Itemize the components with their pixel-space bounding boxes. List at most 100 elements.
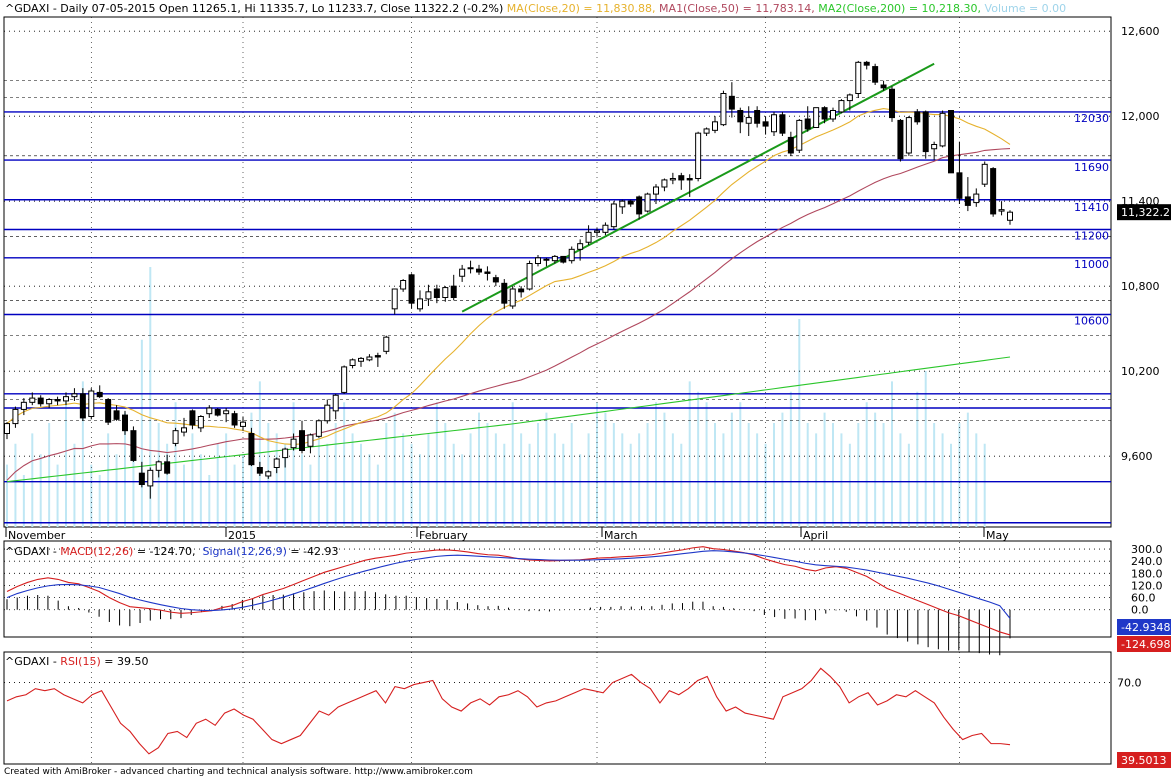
candle-up xyxy=(383,336,390,352)
candle-up xyxy=(4,423,10,435)
candle-up xyxy=(332,394,339,412)
candle-up xyxy=(796,119,803,151)
price-header: ^GDAXI - Daily 07-05-2015 Open 11265.1, … xyxy=(5,2,1066,15)
candle-up xyxy=(307,434,314,447)
support-label: 11000 xyxy=(1074,258,1109,271)
candle-down xyxy=(754,110,761,124)
macd-y-tick-label: 0.0 xyxy=(1131,604,1149,617)
macd-y-tick-label: 180.0 xyxy=(1131,567,1163,580)
candle-up xyxy=(720,93,727,126)
x-axis-label: March xyxy=(604,529,638,542)
candle-up xyxy=(543,258,550,261)
candle-up xyxy=(771,114,777,133)
macd-header: ^GDAXI - MACD(12,26) = -124.70, Signal(1… xyxy=(5,545,339,558)
candle-up xyxy=(745,117,752,124)
candle-down xyxy=(96,391,103,398)
candle-up xyxy=(981,163,988,185)
candle-up xyxy=(273,458,280,468)
ma20-line xyxy=(6,108,1011,445)
candle-up xyxy=(366,356,373,361)
macd-y-tick-label: 60.0 xyxy=(1131,592,1156,605)
candle-up xyxy=(594,230,600,233)
candle-down xyxy=(880,84,887,89)
candle-up xyxy=(703,128,710,134)
macd-value: = -124.70, xyxy=(133,545,203,558)
signal-line xyxy=(6,550,1011,619)
rsi-y-tick-label: 70.0 xyxy=(1117,677,1142,690)
candle-up xyxy=(391,288,398,310)
trend-line xyxy=(461,62,935,313)
candle-up xyxy=(830,110,836,120)
candle-down xyxy=(728,95,735,110)
candle-up xyxy=(661,179,668,188)
candle-down xyxy=(248,433,255,466)
candle-up xyxy=(147,469,154,487)
candle-up xyxy=(653,186,659,195)
candle-down xyxy=(138,472,145,485)
candle-up xyxy=(12,408,19,425)
candle-down xyxy=(889,88,895,119)
candle-down xyxy=(189,410,196,426)
candle-up xyxy=(585,231,592,243)
signal-value: = -42.93 xyxy=(286,545,339,558)
candle-down xyxy=(922,111,929,153)
candle-down xyxy=(37,397,44,405)
candle-down xyxy=(79,393,86,419)
candle-down xyxy=(627,200,634,205)
macd-y-tick-label: 120.0 xyxy=(1131,579,1163,592)
candle-up xyxy=(838,100,845,113)
candle-up xyxy=(619,200,626,208)
candle-up xyxy=(610,203,617,228)
candle-up xyxy=(905,117,912,154)
candle-down xyxy=(914,111,921,123)
last-price-box xyxy=(1117,204,1171,221)
candle-up xyxy=(998,209,1005,212)
candle-up xyxy=(282,448,289,459)
candle-up xyxy=(240,421,246,427)
candle-up xyxy=(973,193,980,204)
candle-down xyxy=(105,399,112,423)
x-axis-label: February xyxy=(419,529,468,542)
price-y-tick-label: 12,600 xyxy=(1121,25,1160,38)
rsi-last-label: 39.5013 xyxy=(1121,754,1167,767)
candle-up xyxy=(223,410,230,415)
candle-down xyxy=(948,110,954,174)
candle-up xyxy=(324,404,331,422)
macd-header-prefix: ^GDAXI - xyxy=(5,545,61,558)
macd-y-tick-label: 240.0 xyxy=(1131,555,1163,568)
candle-down xyxy=(476,268,482,273)
price-header-prefix: ^GDAXI - Daily 07-05-2015 Open 11265.1, … xyxy=(5,2,504,15)
candle-down xyxy=(897,119,904,160)
candle-up xyxy=(931,144,938,150)
candle-down xyxy=(956,172,963,199)
candle-down xyxy=(762,121,769,127)
candle-down xyxy=(130,430,137,461)
candle-up xyxy=(358,357,364,362)
candle-down xyxy=(256,467,263,474)
macd-legend: MACD(12,26) xyxy=(60,545,134,558)
rsi-header: ^GDAXI - RSI(15) = 39.50 xyxy=(5,655,148,668)
signal-legend: Signal(12,26,9) xyxy=(202,545,287,558)
rsi-pane xyxy=(3,651,1112,765)
candle-up xyxy=(459,268,466,277)
candle-up xyxy=(535,257,541,265)
candle-down xyxy=(122,414,128,432)
signal-last-label: -42.9348 xyxy=(1121,621,1170,634)
candle-up xyxy=(88,390,95,417)
candle-down xyxy=(408,274,415,304)
ma50-legend: MA1(Close,50) = 11,783.14, xyxy=(659,2,815,15)
candle-up xyxy=(315,420,322,437)
candle-down xyxy=(787,136,794,154)
candle-up xyxy=(712,121,718,131)
x-axis-label: May xyxy=(986,529,1009,542)
candle-down xyxy=(560,255,567,263)
candle-down xyxy=(737,110,744,123)
candle-up xyxy=(425,291,432,300)
support-label: 11410 xyxy=(1074,201,1109,214)
candle-up xyxy=(551,255,558,262)
candle-down xyxy=(821,107,828,120)
candle-up xyxy=(206,407,213,415)
candle-down xyxy=(492,277,499,283)
candle-up xyxy=(349,359,356,367)
